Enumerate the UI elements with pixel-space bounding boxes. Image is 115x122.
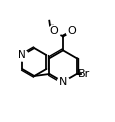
Text: N: N [18,50,26,60]
Text: O: O [49,26,58,36]
Text: N: N [58,77,67,87]
Text: O: O [67,26,76,36]
Text: methyl: methyl [49,23,54,25]
Text: Br: Br [77,69,89,79]
